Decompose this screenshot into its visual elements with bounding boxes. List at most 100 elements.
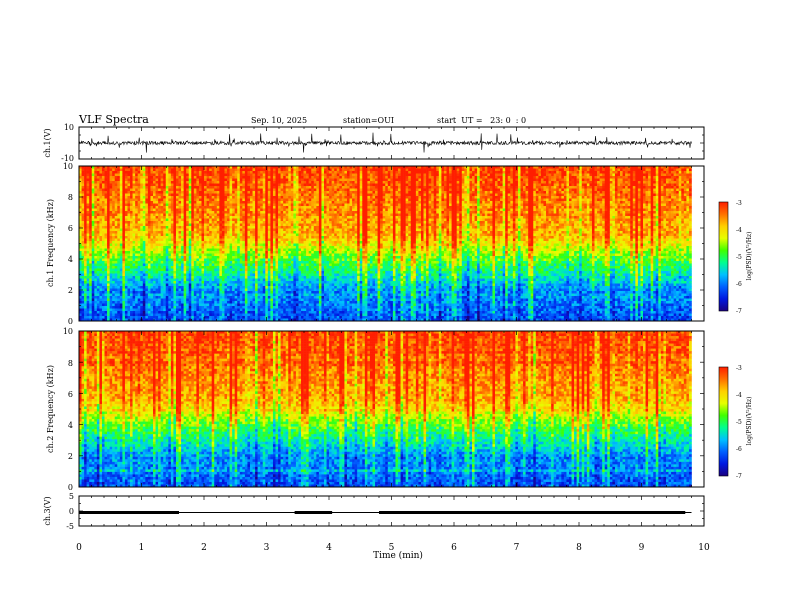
- spectrogram-cell: [222, 269, 225, 272]
- spectrogram-cell: [227, 301, 230, 304]
- spectrogram-cell: [214, 281, 217, 284]
- spectrogram-cell: [156, 281, 159, 284]
- spectrogram-cell: [276, 236, 279, 239]
- spectrogram-cell: [250, 276, 253, 279]
- spectrogram-cell: [237, 271, 240, 274]
- spectrogram-cell: [199, 296, 202, 299]
- spectrogram-cell: [89, 281, 92, 284]
- spectrogram-cell: [196, 289, 199, 292]
- spectrogram-cell: [255, 171, 258, 174]
- spectrogram-cell: [148, 266, 151, 269]
- spectrogram-cell: [127, 299, 130, 302]
- spectrogram-cell: [97, 196, 100, 199]
- spectrogram-cell: [247, 256, 250, 259]
- spectrogram-cell: [265, 281, 268, 284]
- spectrogram-cell: [127, 191, 130, 194]
- spectrogram-cell: [161, 306, 164, 309]
- spectrogram-cell: [222, 186, 225, 189]
- spectrogram-cell: [133, 209, 136, 212]
- spectrogram-cell: [204, 301, 207, 304]
- spectrogram-cell: [138, 171, 141, 174]
- spectrogram-cell: [171, 204, 174, 207]
- spectrogram-cell: [224, 226, 227, 229]
- spectrogram-cell: [199, 174, 202, 177]
- spectrogram-cell: [102, 186, 105, 189]
- spectrogram-cell: [87, 244, 90, 247]
- spectrogram-cell: [122, 271, 125, 274]
- spectrogram-cell: [82, 216, 85, 219]
- spectrogram-cell: [148, 219, 151, 222]
- spectrogram-cell: [219, 239, 222, 242]
- spectrogram-cell: [219, 184, 222, 187]
- spectrogram-cell: [84, 241, 87, 244]
- spectrogram-cell: [240, 199, 243, 202]
- spectrogram-cell: [230, 316, 233, 319]
- spectrogram-cell: [156, 244, 159, 247]
- spectrogram-cell: [191, 314, 194, 317]
- spectrogram-cell: [143, 214, 146, 217]
- spectrogram-cell: [263, 174, 266, 177]
- spectrogram-cell: [237, 254, 240, 257]
- spectrogram-cell: [202, 254, 205, 257]
- spectrogram-cell: [186, 251, 189, 254]
- spectrogram-cell: [232, 206, 235, 209]
- spectrogram-cell: [276, 249, 279, 252]
- spectrogram-cell: [125, 214, 128, 217]
- spectrogram-cell: [150, 196, 153, 199]
- spectrogram-cell: [168, 179, 171, 182]
- spectrogram-cell: [207, 296, 210, 299]
- spectrogram-cell: [186, 229, 189, 232]
- spectrogram-cell: [140, 194, 143, 197]
- spectrogram-cell: [94, 196, 97, 199]
- spectrogram-cell: [184, 261, 187, 264]
- spectrogram-cell: [247, 296, 250, 299]
- spectrogram-cell: [173, 256, 176, 259]
- spectrogram-cell: [270, 276, 273, 279]
- spectrogram-cell: [127, 311, 130, 314]
- spectrogram-cell: [245, 191, 248, 194]
- spectrogram-cell: [168, 279, 171, 282]
- spectrogram-cell: [214, 284, 217, 287]
- spectrogram-cell: [89, 224, 92, 227]
- spectrogram-cell: [110, 234, 113, 237]
- spectrogram-cell: [84, 231, 87, 234]
- spectrogram-cell: [202, 226, 205, 229]
- spectrogram-cell: [105, 226, 108, 229]
- spectrogram-cell: [145, 221, 148, 224]
- spectrogram-cell: [135, 241, 138, 244]
- spectrogram-cell: [224, 231, 227, 234]
- spectrogram-cell: [209, 184, 212, 187]
- spectrogram-cell: [105, 254, 108, 257]
- spectrogram-cell: [179, 226, 182, 229]
- spectrogram-cell: [242, 211, 245, 214]
- spectrogram-cell: [253, 266, 256, 269]
- spectrogram-cell: [224, 316, 227, 319]
- spectrogram-cell: [156, 316, 159, 319]
- spectrogram-cell: [202, 224, 205, 227]
- spectrogram-cell: [171, 211, 174, 214]
- spectrogram-cell: [115, 176, 118, 179]
- spectrogram-cell: [87, 264, 90, 267]
- spectrogram-cell: [145, 306, 148, 309]
- spectrogram-cell: [204, 274, 207, 277]
- spectrogram-cell: [171, 309, 174, 312]
- spectrogram-cell: [255, 244, 258, 247]
- spectrogram-cell: [199, 239, 202, 242]
- spectrogram-cell: [87, 171, 90, 174]
- spectrogram-cell: [255, 249, 258, 252]
- spectrogram-cell: [94, 281, 97, 284]
- spectrogram-cell: [227, 231, 230, 234]
- spectrogram-cell: [235, 284, 238, 287]
- spectrogram-cell: [166, 304, 169, 307]
- spectrogram-cell: [184, 231, 187, 234]
- spectrogram-cell: [82, 291, 85, 294]
- spectrogram-cell: [102, 229, 105, 232]
- spectrogram-cell: [217, 211, 220, 214]
- spectrogram-cell: [212, 249, 215, 252]
- spectrogram-cell: [179, 301, 182, 304]
- spectrogram-cell: [107, 186, 110, 189]
- spectrogram-cell: [171, 266, 174, 269]
- spectrogram-cell: [219, 231, 222, 234]
- spectrogram-cell: [207, 194, 210, 197]
- spectrogram-cell: [230, 271, 233, 274]
